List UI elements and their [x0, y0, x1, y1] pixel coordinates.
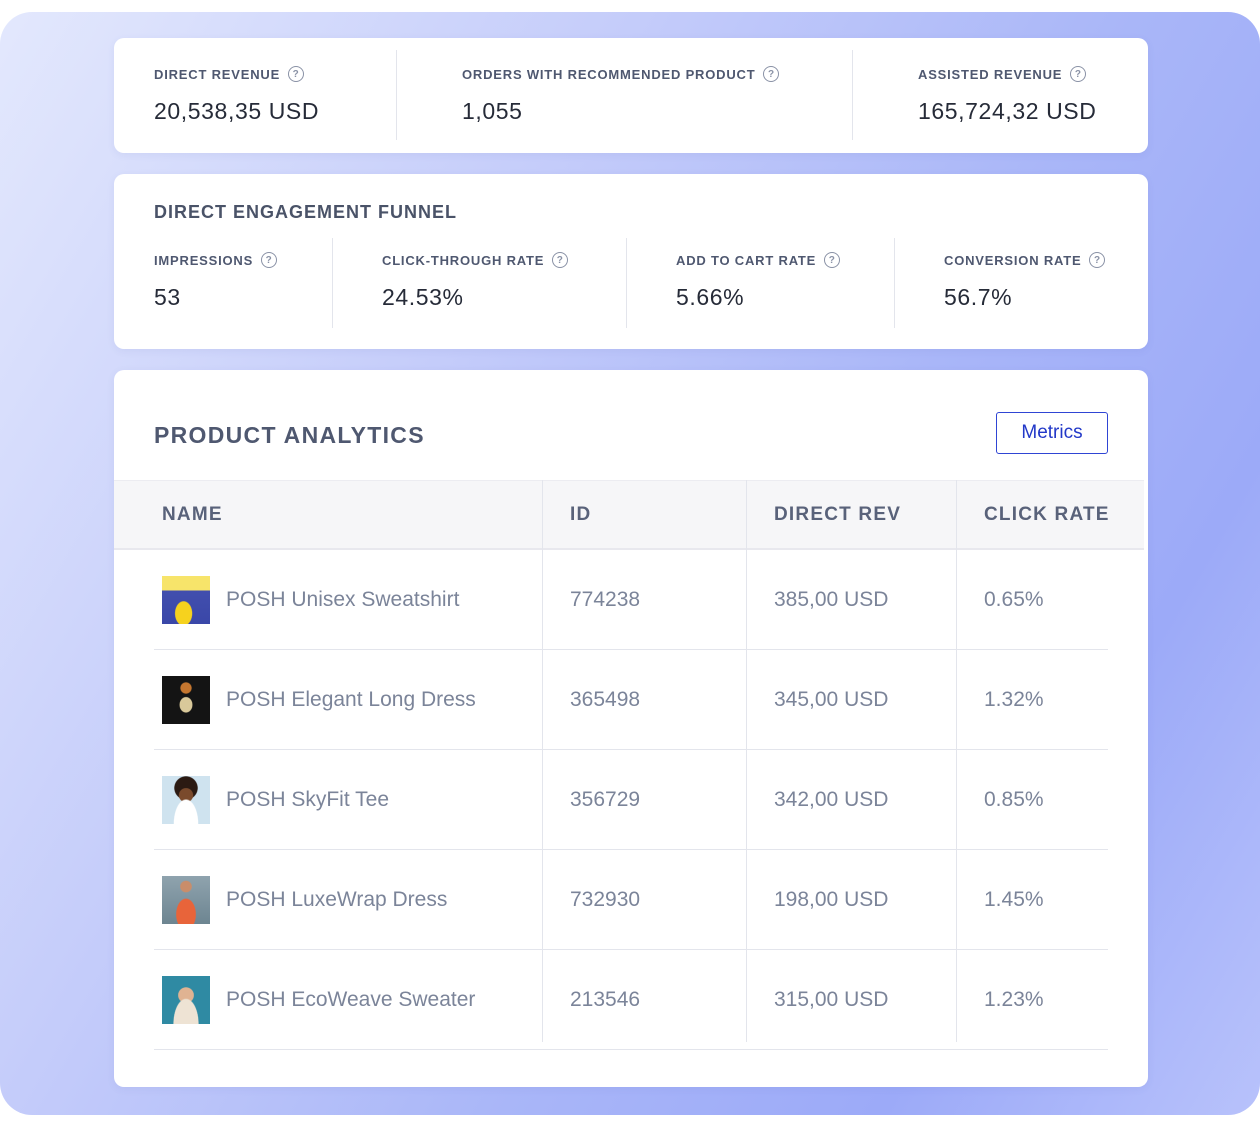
metric-value: 24.53% — [382, 284, 464, 310]
help-circle-icon[interactable]: ? — [1089, 252, 1106, 268]
funnel-title: DIRECT ENGAGEMENT FUNNEL — [154, 202, 457, 222]
metric-orders: ORDERS WITH RECOMMENDED PRODUCT? 1,055 — [462, 66, 780, 125]
funnel-card: DIRECT ENGAGEMENT FUNNEL IMPRESSIONS? 53… — [114, 174, 1148, 349]
divider — [626, 238, 627, 328]
metric-assisted-revenue: ASSISTED REVENUE? 165,724,32 USD — [918, 66, 1096, 125]
product-direct-rev: 198,00 USD — [774, 888, 889, 911]
metric-label: DIRECT REVENUE — [154, 66, 281, 82]
column-header-direct-rev[interactable]: DIRECT REV — [774, 504, 902, 525]
metric-label: ADD TO CART RATE — [676, 252, 817, 268]
metric-label: CONVERSION RATE — [944, 252, 1082, 268]
metric-direct-revenue: DIRECT REVENUE? 20,538,35 USD — [154, 66, 319, 125]
product-click-rate: 1.32% — [984, 688, 1044, 711]
product-direct-rev: 345,00 USD — [774, 688, 889, 711]
metric-label: ASSISTED REVENUE — [918, 66, 1063, 82]
table-header: NAME ID DIRECT REV CLICK RATE — [114, 480, 1144, 550]
table-row[interactable]: POSH Unisex Sweatshirt 774238 385,00 USD… — [154, 550, 1108, 650]
table-row[interactable]: POSH EcoWeave Sweater 213546 315,00 USD … — [154, 950, 1108, 1050]
column-header-name[interactable]: NAME — [162, 504, 223, 525]
column-divider — [746, 480, 747, 1042]
product-id: 356729 — [570, 788, 641, 811]
product-direct-rev: 385,00 USD — [774, 588, 889, 611]
product-click-rate: 1.23% — [984, 988, 1044, 1011]
product-id: 213546 — [570, 988, 641, 1011]
metric-value: 5.66% — [676, 284, 745, 310]
help-circle-icon[interactable]: ? — [288, 66, 305, 82]
product-direct-rev: 315,00 USD — [774, 988, 889, 1011]
divider — [396, 50, 397, 140]
metric-value: 53 — [154, 284, 181, 310]
product-id: 774238 — [570, 588, 641, 611]
table-row[interactable]: POSH SkyFit Tee 356729 342,00 USD 0.85% — [154, 750, 1108, 850]
product-name[interactable]: POSH LuxeWrap Dress — [226, 888, 448, 911]
product-id: 732930 — [570, 888, 641, 911]
metric-conversion: CONVERSION RATE? 56.7% — [944, 252, 1106, 311]
metric-value: 1,055 — [462, 98, 523, 124]
table-row[interactable]: POSH LuxeWrap Dress 732930 198,00 USD 1.… — [154, 850, 1108, 950]
product-click-rate: 1.45% — [984, 888, 1044, 911]
product-thumbnail — [162, 576, 210, 624]
product-id: 365498 — [570, 688, 641, 711]
metric-value: 165,724,32 USD — [918, 98, 1097, 124]
product-name[interactable]: POSH Elegant Long Dress — [226, 688, 476, 711]
column-divider — [542, 480, 543, 1042]
metric-label: IMPRESSIONS — [154, 252, 254, 268]
metrics-button[interactable]: Metrics — [996, 412, 1108, 454]
divider — [894, 238, 895, 328]
metric-value: 56.7% — [944, 284, 1013, 310]
table-row[interactable]: POSH Elegant Long Dress 365498 345,00 US… — [154, 650, 1108, 750]
product-thumbnail — [162, 776, 210, 824]
product-analytics-title: PRODUCT ANALYTICS — [154, 422, 425, 448]
product-thumbnail — [162, 876, 210, 924]
metric-label: ORDERS WITH RECOMMENDED PRODUCT — [462, 66, 756, 82]
help-circle-icon[interactable]: ? — [552, 252, 569, 268]
product-click-rate: 0.65% — [984, 588, 1044, 611]
column-header-click-rate[interactable]: CLICK RATE — [984, 504, 1110, 525]
help-circle-icon[interactable]: ? — [824, 252, 841, 268]
product-direct-rev: 342,00 USD — [774, 788, 889, 811]
column-header-id[interactable]: ID — [570, 504, 592, 525]
metric-impressions: IMPRESSIONS? 53 — [154, 252, 278, 311]
product-name[interactable]: POSH SkyFit Tee — [226, 788, 389, 811]
summary-card: DIRECT REVENUE? 20,538,35 USD ORDERS WIT… — [114, 38, 1148, 153]
metric-label: CLICK-THROUGH RATE — [382, 252, 545, 268]
product-analytics-card: PRODUCT ANALYTICS Metrics NAME ID DIRECT… — [114, 370, 1148, 1087]
product-name[interactable]: POSH EcoWeave Sweater — [226, 988, 476, 1011]
product-name[interactable]: POSH Unisex Sweatshirt — [226, 588, 460, 611]
help-circle-icon[interactable]: ? — [763, 66, 780, 82]
column-divider — [956, 480, 957, 1042]
product-click-rate: 0.85% — [984, 788, 1044, 811]
divider — [332, 238, 333, 328]
metric-add-to-cart: ADD TO CART RATE? 5.66% — [676, 252, 841, 311]
metric-value: 20,538,35 USD — [154, 98, 320, 124]
product-thumbnail — [162, 976, 210, 1024]
help-circle-icon[interactable]: ? — [1070, 66, 1087, 82]
metric-ctr: CLICK-THROUGH RATE? 24.53% — [382, 252, 569, 311]
divider — [852, 50, 853, 140]
help-circle-icon[interactable]: ? — [261, 252, 278, 268]
product-thumbnail — [162, 676, 210, 724]
